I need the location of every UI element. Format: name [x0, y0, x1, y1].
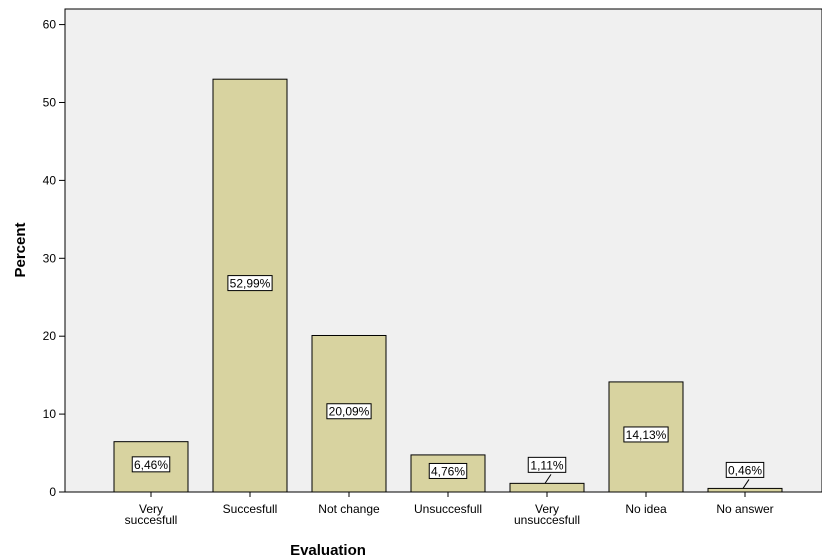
y-axis: 0 10 20 30 40 50 60	[43, 18, 65, 499]
x-tick-label: Succesfull	[223, 502, 278, 516]
bar	[707, 487, 783, 493]
data-label: 20,09%	[329, 405, 370, 419]
y-tick-label: 30	[43, 251, 57, 265]
bar	[509, 482, 585, 493]
data-label-box	[428, 462, 468, 479]
y-tick-label: 0	[49, 485, 56, 499]
x-tick-label: Unsuccesfull	[414, 502, 482, 516]
data-label-box	[623, 426, 669, 443]
x-tick-label: Very succesfull	[125, 502, 178, 527]
data-label: 4,76%	[431, 464, 465, 478]
data-label: 6,46%	[134, 458, 168, 472]
data-label-box	[131, 456, 171, 473]
y-tick-label: 40	[43, 173, 57, 187]
data-label-box	[227, 275, 273, 292]
data-label-leader	[742, 479, 750, 489]
y-tick-label: 50	[43, 95, 57, 109]
x-axis: Very succesfull Succesfull Not change Unsucc…	[65, 491, 822, 527]
data-label-box	[725, 461, 765, 478]
x-tick-label: Very unsuccesfull	[514, 502, 580, 527]
plot-area	[64, 8, 822, 493]
data-label-box	[527, 456, 567, 473]
y-tick-label: 60	[43, 18, 57, 32]
y-tick-label: 20	[43, 329, 57, 343]
x-tick-label: No answer	[716, 502, 773, 516]
bar	[212, 78, 288, 493]
data-label-leader	[544, 474, 552, 484]
bars-group: 6,46% 52,99% 20,09% 4,76% 1,11% 14,13% 0,46%	[113, 78, 783, 493]
data-label: 14,13%	[626, 428, 667, 442]
x-tick-label: Not change	[318, 502, 380, 516]
data-label: 1,11%	[530, 458, 563, 472]
data-label: 52,99%	[230, 277, 271, 291]
y-axis-title: Percent	[12, 222, 29, 277]
y-tick-label: 10	[43, 407, 57, 421]
data-label: 0,46%	[728, 463, 762, 477]
x-tick-label: No idea	[625, 502, 667, 516]
data-label-box	[326, 403, 372, 420]
x-axis-title: Evaluation	[290, 542, 366, 559]
